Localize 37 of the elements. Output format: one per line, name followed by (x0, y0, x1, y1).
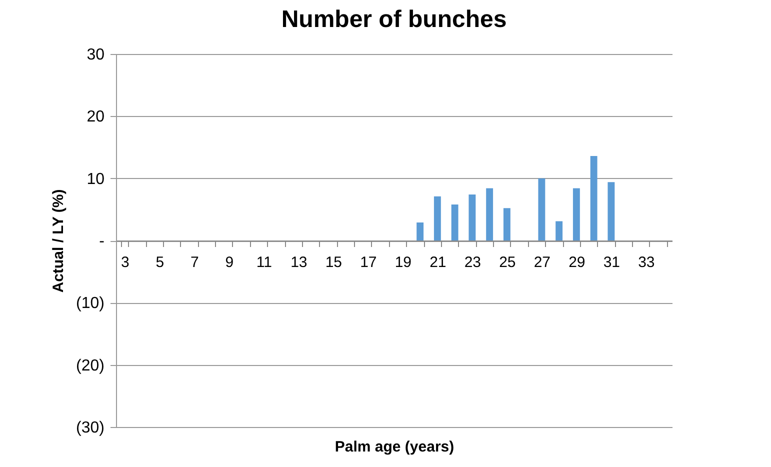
x-axis-title: Palm age (years) (334, 438, 454, 456)
x-tick-label: 23 (464, 254, 482, 271)
x-tick-label: 11 (256, 254, 272, 271)
x-tick-label: 3 (121, 254, 130, 271)
x-tick-label: 21 (430, 254, 446, 271)
x-tick-label: 17 (360, 254, 377, 271)
x-tick-label: 13 (290, 254, 308, 271)
y-tick-label: (30) (76, 420, 104, 436)
x-tick-label: 27 (534, 254, 551, 271)
y-tick-label: (20) (76, 357, 104, 374)
bar (434, 196, 441, 240)
bar (538, 178, 546, 240)
x-tick-label: 9 (225, 254, 234, 271)
y-tick-label: (10) (76, 295, 104, 312)
x-tick-label: 5 (156, 254, 164, 271)
y-tick-label: - (99, 233, 104, 250)
bar (468, 194, 476, 240)
bar (486, 188, 494, 240)
bar (451, 204, 458, 240)
y-tick-label: 10 (86, 170, 105, 188)
y-axis-title: Actual / LY (%) (50, 189, 68, 293)
x-tick-label: 31 (603, 254, 620, 271)
bar (556, 221, 563, 240)
x-tick-label: 15 (325, 254, 342, 271)
y-tick-label: 20 (86, 108, 105, 126)
bar (608, 182, 615, 240)
x-tick-label: 33 (638, 254, 655, 271)
bar (590, 156, 598, 240)
bar (572, 188, 580, 240)
x-tick-label: 25 (499, 254, 516, 271)
x-tick-label: 7 (190, 254, 199, 271)
x-tick-label: 29 (568, 254, 586, 271)
y-tick-label: 30 (86, 46, 105, 64)
x-tick-label: 19 (394, 254, 412, 271)
bar (416, 222, 424, 240)
chart-title: Number of bunches (281, 6, 507, 33)
bar (503, 208, 510, 240)
